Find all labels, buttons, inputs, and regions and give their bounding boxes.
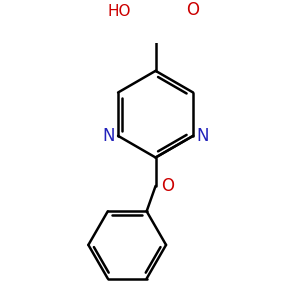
Text: HO: HO [107,4,131,19]
Text: N: N [103,127,115,145]
Text: N: N [196,127,208,145]
Text: O: O [161,177,174,195]
Text: O: O [186,1,199,19]
